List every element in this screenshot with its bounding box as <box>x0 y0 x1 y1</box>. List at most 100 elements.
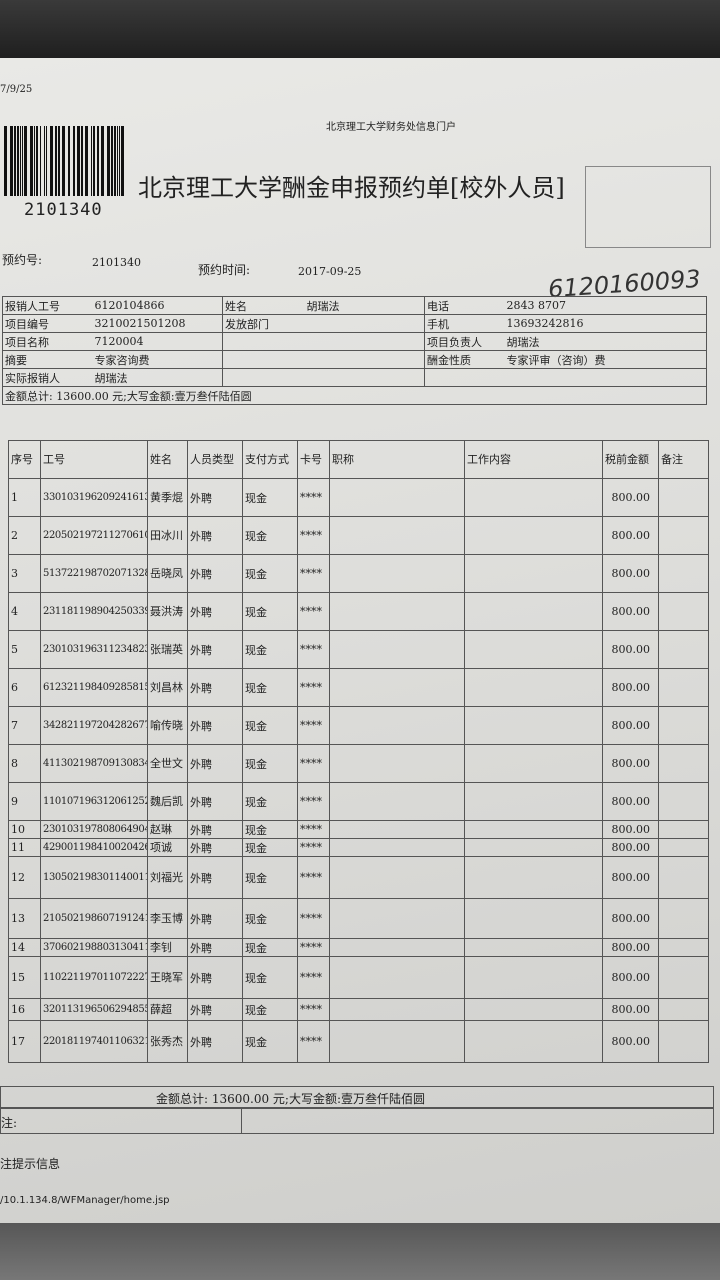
payee-row: 6 612321198409285815 刘昌林 外聘 现金 **** 800.00 <box>8 668 709 707</box>
payee-cell: 800.00 <box>602 838 659 857</box>
payee-row: 5 230103196311234823 张瑞英 外聘 现金 **** 800.00 <box>8 630 709 669</box>
payee-cell: 800.00 <box>602 782 659 821</box>
payee-cell: 17 <box>8 1020 41 1063</box>
barcode-bar <box>97 126 99 196</box>
info-label <box>222 368 305 387</box>
empty-cell <box>329 516 465 555</box>
empty-cell <box>658 630 709 669</box>
payee-row: 8 411302198709130834 全世文 外聘 现金 **** 800.00 <box>8 744 709 783</box>
payee-cell: **** <box>297 516 330 555</box>
empty-cell <box>329 938 465 957</box>
payee-cell: 外聘 <box>187 898 243 939</box>
column-header: 姓名 <box>147 440 188 479</box>
barcode-bar <box>34 126 35 196</box>
empty-cell <box>464 820 603 839</box>
info-label <box>222 332 305 351</box>
reservation-time-label: 预约时间: <box>198 263 251 277</box>
empty-cell <box>464 856 603 899</box>
payee-row: 1 330103196209241613 黄季焜 外聘 现金 **** 800.00 <box>8 478 709 517</box>
payee-cell: **** <box>297 668 330 707</box>
empty-cell <box>658 744 709 783</box>
info-label: 项目名称 <box>2 332 93 351</box>
payee-cell: 15 <box>8 956 41 999</box>
info-label <box>424 368 505 387</box>
empty-cell <box>464 706 603 745</box>
info-label: 摘要 <box>2 350 93 369</box>
empty-cell <box>464 592 603 631</box>
payee-cell: 外聘 <box>187 782 243 821</box>
barcode-bar <box>40 126 41 196</box>
barcode-bar <box>44 126 45 196</box>
empty-cell <box>658 856 709 899</box>
info-label: 实际报销人 <box>2 368 93 387</box>
empty-cell <box>329 668 465 707</box>
page-url: /10.1.134.8/WFManager/home.jsp <box>0 1195 170 1206</box>
payee-cell: **** <box>297 820 330 839</box>
empty-cell <box>658 998 709 1021</box>
payee-cell: 320113196506294855 <box>40 998 148 1021</box>
payee-cell: 魏后凯 <box>147 782 188 821</box>
payee-cell: **** <box>297 1020 330 1063</box>
info-value: 13693242816 <box>504 314 707 333</box>
barcode-bar <box>68 126 70 196</box>
column-header: 工作内容 <box>464 440 603 479</box>
empty-cell <box>658 938 709 957</box>
payee-cell: 800.00 <box>602 898 659 939</box>
info-value: 胡瑞法 <box>304 296 425 315</box>
empty-cell <box>329 820 465 839</box>
barcode-number: 2101340 <box>24 200 103 220</box>
payee-cell: 刘福光 <box>147 856 188 899</box>
payee-cell: **** <box>297 838 330 857</box>
column-header: 序号 <box>8 440 41 479</box>
payee-cell: 14 <box>8 938 41 957</box>
payee-cell: 现金 <box>242 478 298 517</box>
payee-cell: 外聘 <box>187 706 243 745</box>
hint-title: 注提示信息 <box>0 1157 61 1171</box>
payee-cell: 429001198410020426 <box>40 838 148 857</box>
payee-row: 3 513722198702071328 岳晓凤 外聘 现金 **** 800.00 <box>8 554 709 593</box>
column-header: 职称 <box>329 440 465 479</box>
barcode-bar <box>46 126 47 196</box>
payee-cell: 7 <box>8 706 41 745</box>
payee-cell: 370602198803130411 <box>40 938 148 957</box>
info-value: 专家评审（咨询）费 <box>504 350 707 369</box>
barcode-bar <box>30 126 33 196</box>
payee-row: 16 320113196506294855 薛超 外聘 现金 **** 800.00 <box>8 998 709 1021</box>
payee-cell: 现金 <box>242 938 298 957</box>
barcode-bar <box>73 126 75 196</box>
info-label: 电话 <box>424 296 505 315</box>
empty-cell <box>464 898 603 939</box>
photo-box <box>585 166 711 248</box>
payee-cell: **** <box>297 706 330 745</box>
barcode-bar <box>85 126 88 196</box>
payee-cell: 田冰川 <box>147 516 188 555</box>
payee-cell: 210502198607191241 <box>40 898 148 939</box>
payee-cell: 411302198709130834 <box>40 744 148 783</box>
payee-row: 13 210502198607191241 李玉博 外聘 现金 **** 800.00 <box>8 898 709 939</box>
column-header: 备注 <box>658 440 709 479</box>
payee-cell: 外聘 <box>187 820 243 839</box>
payee-cell: 现金 <box>242 630 298 669</box>
header-row: 序号 工号 姓名 人员类型 支付方式 卡号 职称 工作内容 税前金额 备注 <box>8 440 709 479</box>
barcode-bar <box>114 126 116 196</box>
info-label: 报销人工号 <box>2 296 93 315</box>
payee-cell: 13 <box>8 898 41 939</box>
barcode-bar <box>50 126 53 196</box>
payee-cell: 外聘 <box>187 592 243 631</box>
payee-cell: 513722198702071328 <box>40 554 148 593</box>
payee-cell: **** <box>297 744 330 783</box>
payee-cell: 外聘 <box>187 938 243 957</box>
empty-cell <box>658 478 709 517</box>
note-divider <box>241 1109 242 1133</box>
payee-cell: 4 <box>8 592 41 631</box>
empty-cell <box>329 592 465 631</box>
note-label: 注: <box>1 1116 18 1130</box>
payee-cell: 800.00 <box>602 938 659 957</box>
payee-cell: **** <box>297 898 330 939</box>
payee-cell: 现金 <box>242 838 298 857</box>
payee-cell: 现金 <box>242 1020 298 1063</box>
barcode-bar <box>4 126 7 196</box>
info-label <box>222 350 305 369</box>
